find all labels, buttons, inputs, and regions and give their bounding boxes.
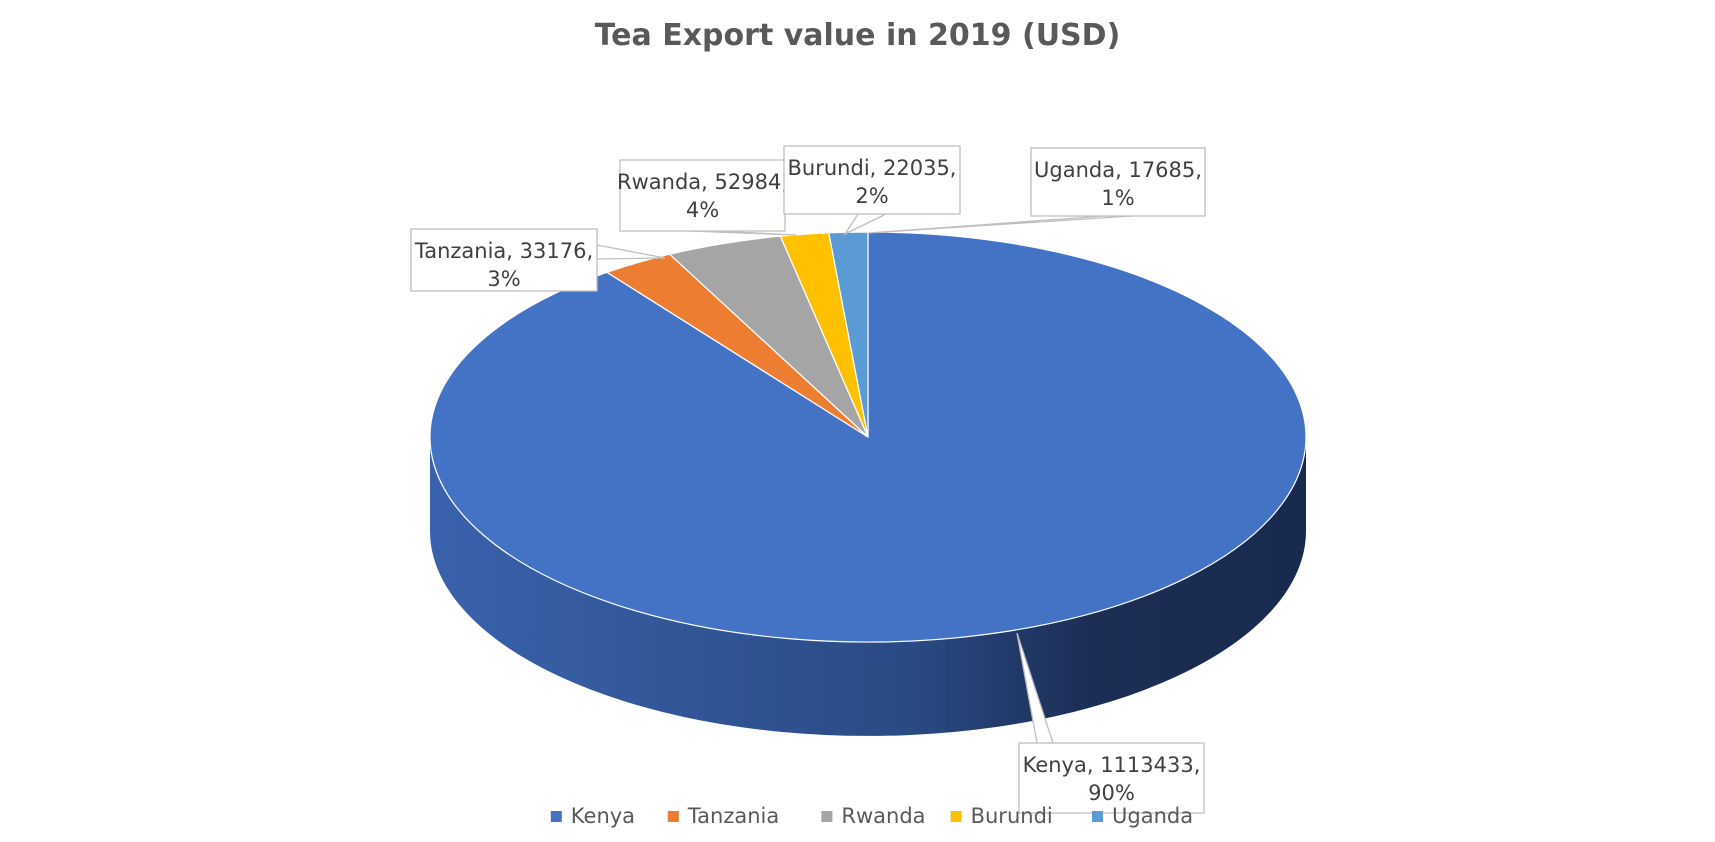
legend: Kenya Tanzania Rwanda Burundi Uganda bbox=[550, 804, 1193, 828]
legend-item-kenya: Kenya bbox=[550, 804, 635, 828]
label-name-value: Uganda, 17685, bbox=[1034, 158, 1202, 182]
legend-swatch bbox=[667, 811, 679, 822]
legend-item-burundi: Burundi bbox=[950, 804, 1053, 828]
legend-swatch bbox=[950, 811, 962, 822]
legend-label: Burundi bbox=[971, 804, 1053, 828]
label-box bbox=[783, 145, 961, 215]
legend-swatch bbox=[1092, 811, 1103, 822]
label-box bbox=[410, 228, 598, 292]
legend-item-tanzania: Tanzania bbox=[667, 804, 779, 828]
legend-item-uganda: Uganda bbox=[1092, 804, 1193, 828]
label-percent: 1% bbox=[1101, 186, 1134, 210]
chart-title: Tea Export value in 2019 (USD) bbox=[594, 18, 1121, 53]
data-label-burundi: Burundi, 22035, 2% bbox=[783, 145, 961, 236]
label-pointer bbox=[867, 215, 1133, 234]
label-pointer bbox=[843, 213, 887, 236]
label-box bbox=[1030, 147, 1206, 217]
label-percent: 90% bbox=[1088, 781, 1135, 805]
label-name-value: Burundi, 22035, bbox=[788, 156, 957, 180]
legend-label: Tanzania bbox=[687, 804, 779, 828]
legend-item-rwanda: Rwanda bbox=[821, 804, 926, 828]
legend-label: Rwanda bbox=[841, 804, 925, 828]
label-name-value: Tanzania, 33176, bbox=[414, 239, 593, 263]
data-label-uganda: Uganda, 17685, 1% bbox=[867, 147, 1206, 234]
pie-side-kenya bbox=[430, 437, 1306, 736]
label-name-value: Rwanda, 52984, bbox=[617, 170, 788, 194]
data-label-rwanda: Rwanda, 52984, 4% bbox=[617, 159, 797, 236]
label-percent: 3% bbox=[487, 267, 520, 291]
label-percent: 2% bbox=[855, 184, 888, 208]
legend-label: Uganda bbox=[1112, 804, 1193, 828]
legend-swatch bbox=[550, 811, 562, 822]
label-box bbox=[1018, 742, 1205, 814]
label-name-value: Kenya, 1113433, bbox=[1023, 753, 1201, 777]
label-percent: 4% bbox=[686, 198, 719, 222]
data-label-kenya: Kenya, 1113433, 90% bbox=[1016, 632, 1205, 814]
legend-label: Kenya bbox=[571, 804, 635, 828]
data-label-tanzania: Tanzania, 33176, 3% bbox=[410, 228, 666, 292]
legend-swatch bbox=[821, 811, 833, 822]
label-box bbox=[619, 159, 786, 232]
label-pointer bbox=[596, 244, 666, 260]
